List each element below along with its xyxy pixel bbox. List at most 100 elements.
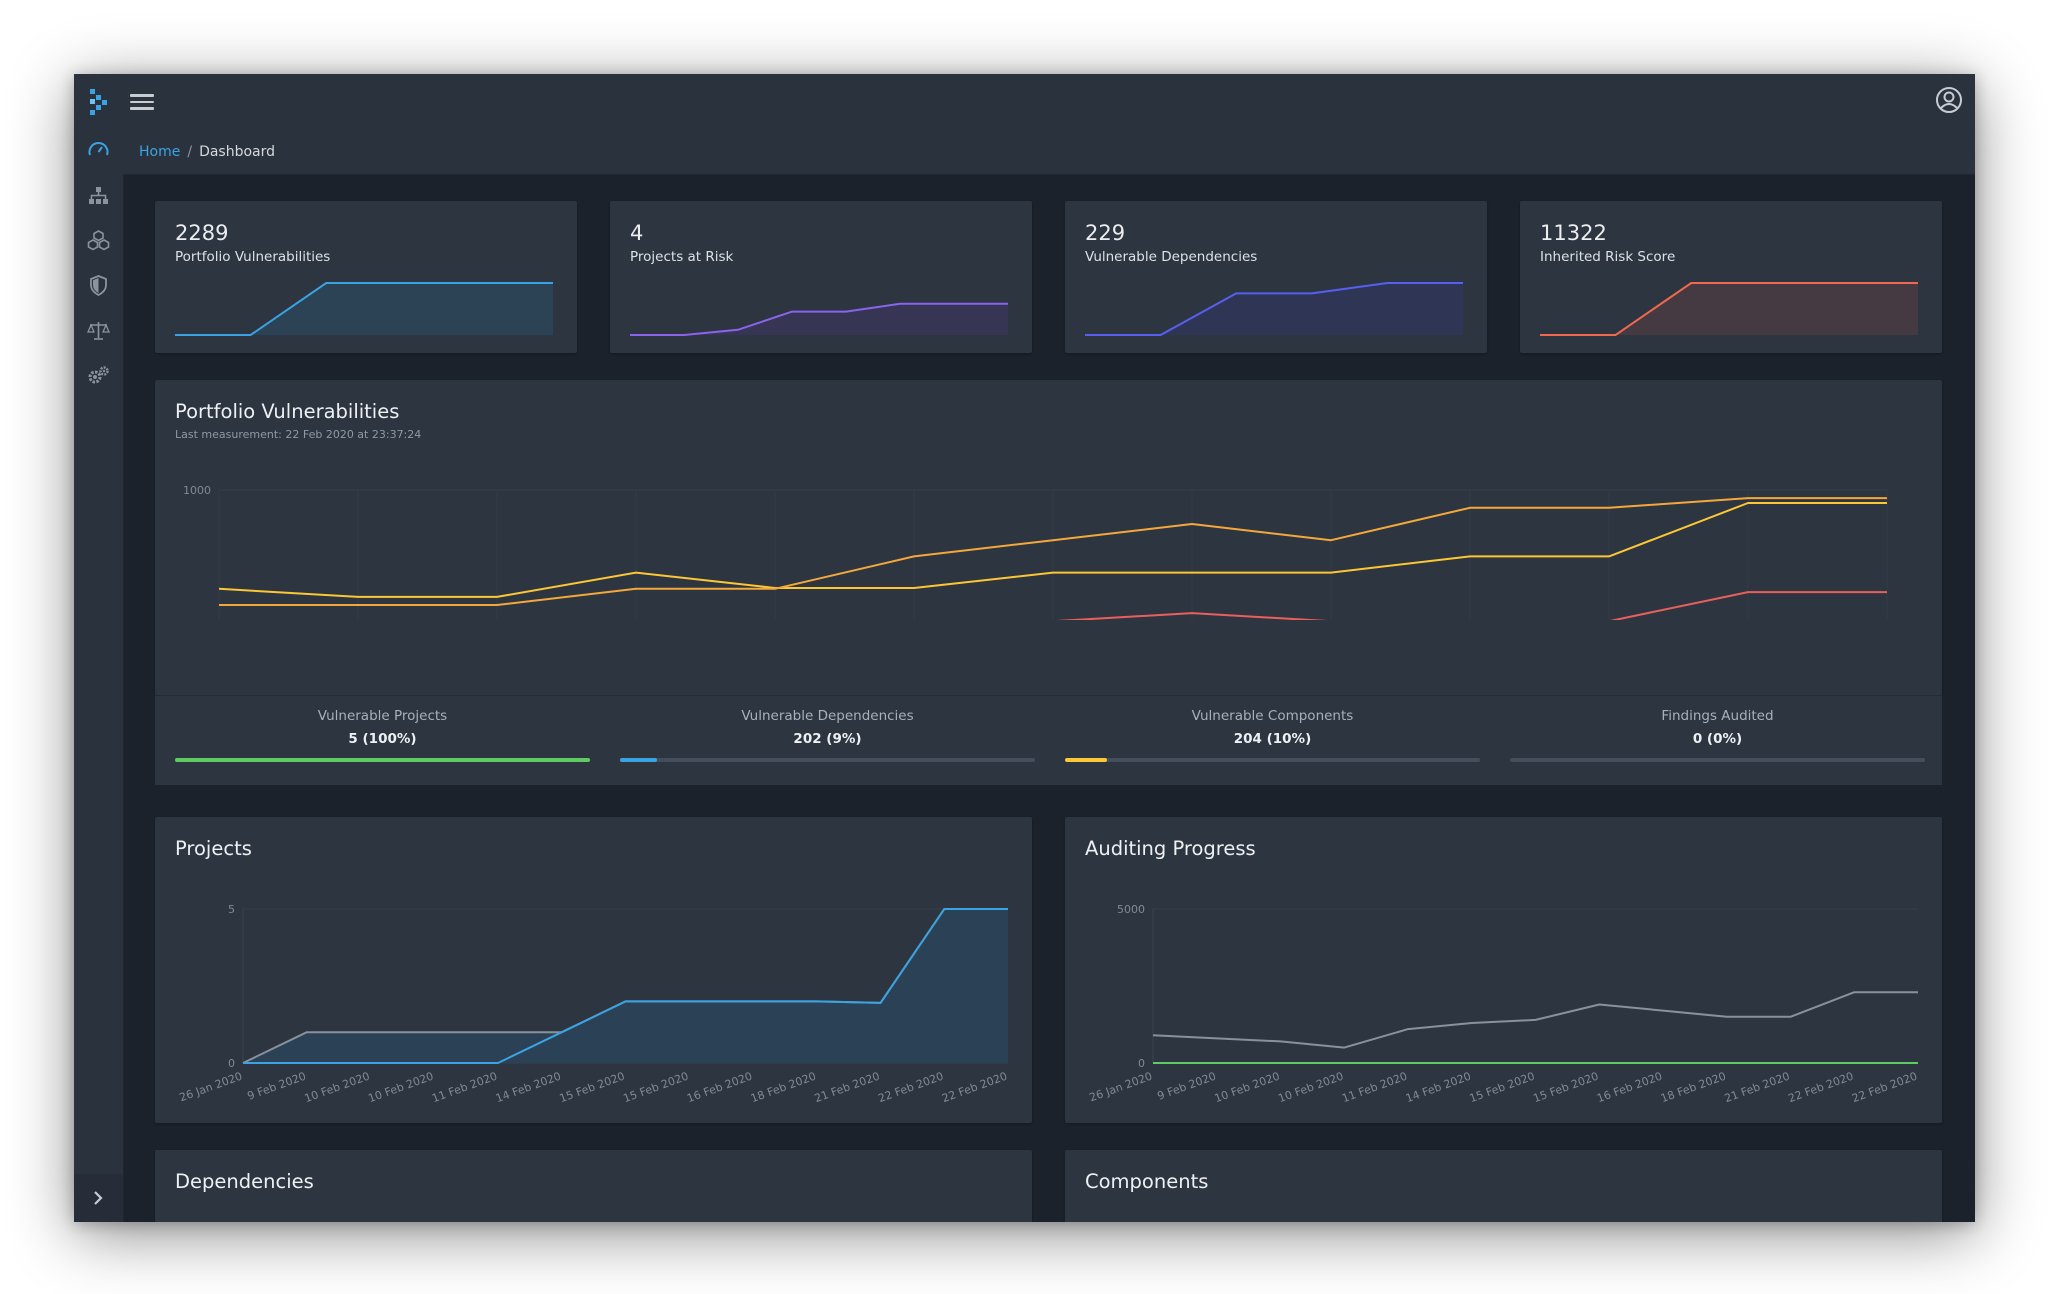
card-title: Components xyxy=(1085,1170,1209,1193)
stat-label: Vulnerable Dependencies xyxy=(741,708,914,724)
y-tick-label: 1000 xyxy=(183,484,211,497)
x-tick-label: 14 Feb 2020 xyxy=(494,1070,563,1106)
hamburger-menu-icon[interactable] xyxy=(130,90,154,114)
card-title: Portfolio Vulnerabilities xyxy=(175,400,400,423)
x-tick-label: 15 Feb 2020 xyxy=(621,1070,690,1106)
x-tick-label: 11 Feb 2020 xyxy=(430,1070,499,1106)
metric-card-portfolio-vulnerabilities: 2289 Portfolio Vulnerabilities xyxy=(155,201,577,353)
x-tick-label: 18 Feb 2020 xyxy=(1659,1070,1728,1106)
stat-value: 204 (10%) xyxy=(1233,731,1312,747)
metric-value: 4 xyxy=(630,221,644,245)
last-measurement: Last measurement: 22 Feb 2020 at 23:37:2… xyxy=(175,428,422,441)
y-tick-label: 5000 xyxy=(1117,903,1145,916)
stat-label: Vulnerable Components xyxy=(1191,708,1354,724)
user-profile-icon[interactable] xyxy=(1935,86,1963,114)
sparkline-line xyxy=(175,282,553,336)
projects-sitemap-icon[interactable] xyxy=(86,183,111,208)
stat-vulnerable-dependencies: Vulnerable Dependencies 202 (9%) xyxy=(620,708,1035,747)
x-tick-label: 14 Feb 2020 xyxy=(1404,1070,1473,1106)
progress-bar-findings-audited xyxy=(1510,758,1925,762)
projects-card: Projects 0 5 26 Jan 2020 9 Feb 2020 10 Feb 2… xyxy=(155,817,1032,1123)
metric-card-vulnerable-dependencies: 229 Vulnerable Dependencies xyxy=(1065,201,1487,353)
vulnerabilities-shield-icon[interactable] xyxy=(86,273,111,298)
x-tick-label: 15 Feb 2020 xyxy=(1468,1070,1537,1106)
breadcrumb-current: Dashboard xyxy=(199,144,276,160)
series-line xyxy=(218,502,1887,598)
stat-findings-audited: Findings Audited 0 (0%) xyxy=(1510,708,1925,747)
x-tick-label: 10 Feb 2020 xyxy=(366,1070,435,1106)
metric-label: Portfolio Vulnerabilities xyxy=(175,249,331,265)
stat-value: 5 (100%) xyxy=(348,731,417,747)
metric-value: 2289 xyxy=(175,221,229,245)
series-line xyxy=(219,497,1887,606)
stat-label: Findings Audited xyxy=(1661,708,1774,724)
sparkline-area xyxy=(175,283,553,335)
app-window: Home / Dashboard 2289 Portfolio Vulnerabil… xyxy=(74,74,1975,1222)
x-tick-label: 22 Feb 2020 xyxy=(940,1070,1009,1106)
x-tick-label: 21 Feb 2020 xyxy=(813,1070,882,1106)
stat-value: 202 (9%) xyxy=(793,731,862,747)
x-tick-label: 9 Feb 2020 xyxy=(246,1070,308,1103)
licenses-scale-icon[interactable] xyxy=(86,318,111,343)
x-tick-label: 26 Jan 2020 xyxy=(1088,1070,1154,1105)
dependency-track-logo-icon[interactable] xyxy=(88,86,110,116)
card-title: Auditing Progress xyxy=(1085,837,1256,860)
card-title: Projects xyxy=(175,837,252,860)
x-tick-label: 10 Feb 2020 xyxy=(1276,1070,1345,1106)
x-tick-label: 10 Feb 2020 xyxy=(303,1070,372,1106)
sparkline-line xyxy=(1540,282,1918,336)
breadcrumb: Home / Dashboard xyxy=(139,144,275,160)
x-tick-label: 22 Feb 2020 xyxy=(1786,1070,1855,1106)
breadcrumb-home-link[interactable]: Home xyxy=(139,144,181,160)
sidebar-toggle-button[interactable] xyxy=(74,1174,123,1222)
progress-bar-vulnerable-projects xyxy=(175,758,590,762)
sparkline-projects-at-risk xyxy=(630,302,1008,336)
stat-value: 0 (0%) xyxy=(1692,731,1743,747)
breadcrumb-separator: / xyxy=(187,144,193,160)
x-tick-label: 15 Feb 2020 xyxy=(1531,1070,1600,1106)
metric-label: Inherited Risk Score xyxy=(1540,249,1676,265)
sparkline-line xyxy=(1085,282,1463,336)
x-tick-label: 11 Feb 2020 xyxy=(1340,1070,1409,1106)
progress-bar-vulnerable-components xyxy=(1065,758,1480,762)
metric-label: Projects at Risk xyxy=(630,249,734,265)
sparkline-area xyxy=(630,303,1008,335)
metric-value: 229 xyxy=(1085,221,1126,245)
stat-label: Vulnerable Projects xyxy=(317,708,448,724)
progress-bar-vulnerable-dependencies xyxy=(620,758,1035,762)
y-tick-label: 0 xyxy=(228,1057,235,1070)
y-tick-label: 0 xyxy=(1138,1057,1145,1070)
portfolio-vulnerabilities-card: Portfolio Vulnerabilities Last measureme… xyxy=(155,380,1942,696)
breadcrumb-bar: Home / Dashboard xyxy=(123,130,1975,175)
metric-card-projects-at-risk: 4 Projects at Risk xyxy=(610,201,1032,353)
series-line xyxy=(1152,991,1918,1049)
admin-gears-icon[interactable] xyxy=(86,363,111,388)
sparkline-area xyxy=(1540,283,1918,335)
x-tick-label: 9 Feb 2020 xyxy=(1156,1070,1218,1103)
components-card: Components xyxy=(1065,1150,1942,1222)
metric-label: Vulnerable Dependencies xyxy=(1085,249,1258,265)
chevron-right-icon xyxy=(94,1191,103,1205)
x-tick-label: 21 Feb 2020 xyxy=(1723,1070,1792,1106)
metric-card-inherited-risk-score: 11322 Inherited Risk Score xyxy=(1520,201,1942,353)
x-tick-label: 22 Feb 2020 xyxy=(876,1070,945,1106)
x-tick-label: 22 Feb 2020 xyxy=(1850,1070,1919,1106)
series-area xyxy=(243,909,1008,1063)
x-tick-label: 18 Feb 2020 xyxy=(749,1070,818,1106)
stat-vulnerable-projects: Vulnerable Projects 5 (100%) xyxy=(175,708,590,747)
sidebar xyxy=(74,130,124,1222)
sparkline-inherited-risk-score xyxy=(1540,282,1918,336)
auditing-progress-card: Auditing Progress 0 5000 26 Jan 2020 9 Feb … xyxy=(1065,817,1942,1123)
y-tick-label: 5 xyxy=(228,903,235,916)
top-navbar xyxy=(74,74,1975,131)
dashboard-gauge-icon[interactable] xyxy=(86,138,111,163)
card-title: Dependencies xyxy=(175,1170,314,1193)
portfolio-stats-footer: Vulnerable Projects 5 (100%) Vulnerable … xyxy=(155,695,1942,785)
sparkline-portfolio-vulnerabilities xyxy=(175,282,553,336)
x-tick-label: 26 Jan 2020 xyxy=(178,1070,244,1105)
x-tick-label: 10 Feb 2020 xyxy=(1213,1070,1282,1106)
x-tick-label: 16 Feb 2020 xyxy=(685,1070,754,1106)
components-cubes-icon[interactable] xyxy=(86,228,111,253)
sparkline-vulnerable-dependencies xyxy=(1085,282,1463,336)
